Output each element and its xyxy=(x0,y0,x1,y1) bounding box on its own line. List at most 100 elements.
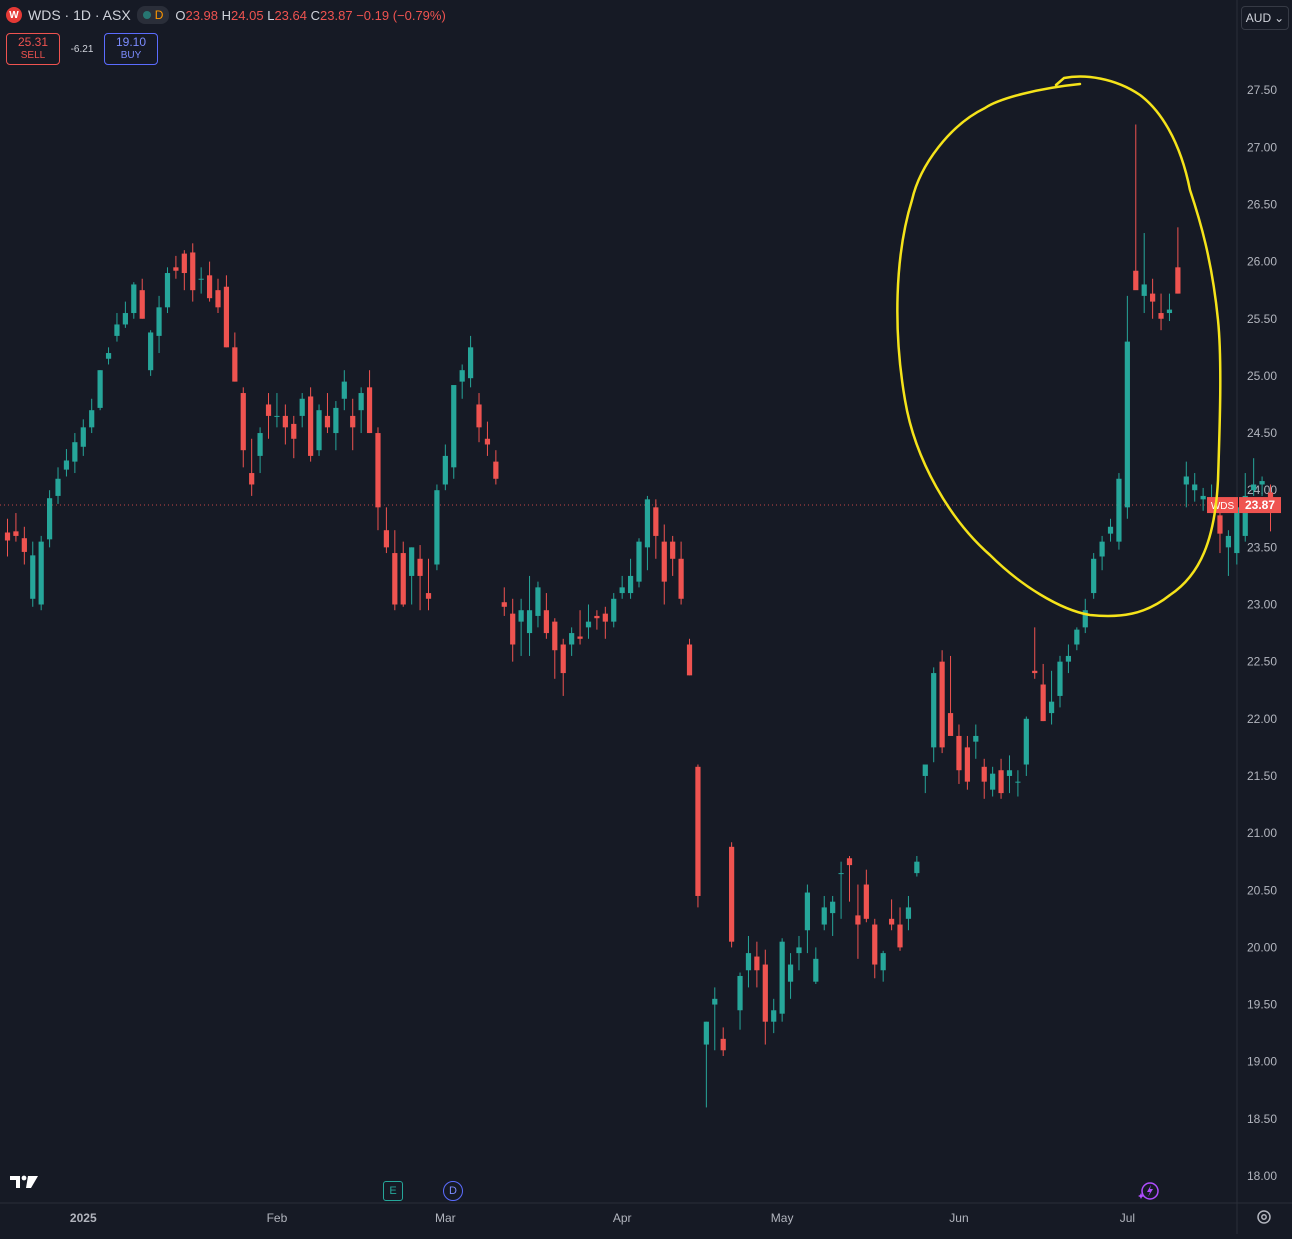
candle-body xyxy=(880,953,886,971)
spread-value: -6.21 xyxy=(70,43,94,55)
candle-body xyxy=(956,735,962,771)
candle-body xyxy=(114,324,120,336)
y-tick-label: 18.00 xyxy=(1247,1169,1277,1183)
candle-body xyxy=(737,975,743,1011)
currency-label: AUD xyxy=(1245,11,1272,25)
candle-body xyxy=(636,541,642,582)
candle-body xyxy=(1065,655,1072,662)
y-tick-label: 23.00 xyxy=(1247,598,1277,612)
y-tick-label: 19.00 xyxy=(1247,1055,1277,1069)
buy-button[interactable]: 19.10 BUY xyxy=(104,33,158,65)
sell-button[interactable]: 25.31 SELL xyxy=(6,33,60,65)
candle-body xyxy=(611,598,617,622)
x-tick-label: May xyxy=(771,1211,794,1225)
candle-body xyxy=(484,438,491,445)
candle-body xyxy=(990,773,996,790)
candle-body xyxy=(745,953,752,971)
candle-body xyxy=(1225,535,1231,548)
earnings-event-marker[interactable]: E xyxy=(383,1181,403,1201)
market-status[interactable]: D xyxy=(136,6,170,24)
candle-body xyxy=(1048,701,1055,714)
candle-body xyxy=(1057,661,1063,696)
candle-body xyxy=(156,307,162,336)
candle-body xyxy=(375,433,381,508)
symbol-title[interactable]: WDS · 1D · ASX xyxy=(28,7,131,23)
candle-body xyxy=(105,353,112,359)
candle-body xyxy=(240,393,246,451)
candle-body xyxy=(695,766,701,896)
open-value: 23.98 xyxy=(185,7,219,23)
candle-body xyxy=(47,498,53,540)
candle-body xyxy=(964,747,970,782)
candle-body xyxy=(897,924,903,948)
candle-body xyxy=(1082,610,1088,628)
symbol-header: W WDS · 1D · ASX D O23.98 H24.05 L23.64 … xyxy=(6,6,446,24)
candle-body xyxy=(1099,541,1105,557)
candle-body xyxy=(1116,478,1122,542)
y-tick-label: 22.50 xyxy=(1247,655,1277,669)
candle-body xyxy=(569,633,575,645)
candle-body xyxy=(1124,341,1130,508)
candle-body xyxy=(72,442,78,462)
chevron-down-icon: ⌄ xyxy=(1274,11,1285,25)
candle-body xyxy=(425,593,432,599)
candle-body xyxy=(383,530,389,548)
candle-body xyxy=(1200,495,1206,500)
sell-label: SELL xyxy=(20,50,46,61)
candle-body xyxy=(1175,267,1181,294)
open-label: O xyxy=(175,7,186,23)
tradingview-logo-icon[interactable] xyxy=(8,1172,40,1192)
candle-body xyxy=(686,644,693,676)
candle-body xyxy=(703,1021,709,1045)
y-tick-label: 27.00 xyxy=(1247,140,1277,154)
y-tick-label: 24.50 xyxy=(1247,426,1277,440)
y-tick-label: 20.50 xyxy=(1247,883,1277,897)
dividend-event-marker[interactable]: D xyxy=(443,1181,463,1201)
candle-body xyxy=(518,610,524,622)
y-tick-label: 25.00 xyxy=(1247,369,1277,383)
trade-panel: 25.31 SELL -6.21 19.10 BUY xyxy=(6,33,158,65)
x-tick-label: Apr xyxy=(613,1211,632,1225)
symbol-logo-icon[interactable]: W xyxy=(6,7,22,23)
buy-price: 19.10 xyxy=(115,35,147,49)
candle-body xyxy=(190,252,196,291)
y-tick-label: 26.50 xyxy=(1247,197,1277,211)
candle-body xyxy=(754,956,760,971)
gear-icon[interactable] xyxy=(1255,1208,1273,1226)
candle-body xyxy=(670,541,676,559)
candle-body xyxy=(762,964,768,1022)
candle-body xyxy=(409,547,415,576)
candle-body xyxy=(1133,270,1139,291)
x-tick-label: Feb xyxy=(267,1211,288,1225)
currency-selector[interactable]: AUD ⌄ xyxy=(1241,6,1289,30)
candle-body xyxy=(299,398,305,416)
candle-body xyxy=(678,558,684,599)
candle-body xyxy=(21,538,27,552)
buy-label: BUY xyxy=(120,50,142,61)
candle-body xyxy=(400,553,406,605)
candle-body xyxy=(392,553,398,605)
candle-body xyxy=(291,423,297,439)
candle-body xyxy=(1023,718,1029,765)
candle-body xyxy=(838,873,844,875)
low-value: 23.64 xyxy=(274,7,307,23)
candle-body xyxy=(1015,781,1021,783)
candle-body xyxy=(181,253,187,274)
candle-body xyxy=(1259,481,1265,485)
candle-body xyxy=(257,433,263,456)
candle-body xyxy=(1242,495,1248,536)
y-tick-label: 20.00 xyxy=(1247,940,1277,954)
candle-body xyxy=(1158,313,1164,319)
annotation-ellipse xyxy=(896,75,1222,618)
market-status-dot-icon xyxy=(142,11,151,19)
candle-body xyxy=(148,332,154,371)
candle-body xyxy=(889,918,895,925)
flash-icon[interactable] xyxy=(1138,1180,1160,1202)
candle-body xyxy=(1032,670,1038,674)
ohlc-readout: O23.98 H24.05 L23.64 C23.87 −0.19 (−0.79… xyxy=(175,8,445,23)
candle-body xyxy=(1150,293,1156,302)
candle-body xyxy=(38,541,44,605)
y-tick-label: 21.50 xyxy=(1247,769,1277,783)
